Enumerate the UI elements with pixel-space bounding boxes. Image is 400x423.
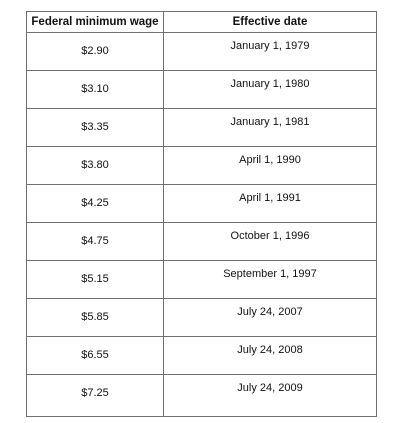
wage-cell: $5.85: [26, 298, 164, 337]
date-cell: January 1, 1980: [163, 70, 377, 109]
table-row: $3.35 January 1, 1981: [26, 108, 377, 147]
date-cell: July 24, 2008: [163, 336, 377, 375]
table-row: $3.80 April 1, 1990: [26, 146, 377, 185]
minimum-wage-table: Federal minimum wage Effective date $2.9…: [26, 11, 377, 417]
date-cell: July 24, 2007: [163, 298, 377, 337]
wage-cell: $3.35: [26, 108, 164, 147]
wage-cell: $3.10: [26, 70, 164, 109]
date-cell: September 1, 1997: [163, 260, 377, 299]
date-cell: October 1, 1996: [163, 222, 377, 261]
date-cell: January 1, 1979: [163, 32, 377, 71]
table-row: $6.55 July 24, 2008: [26, 336, 377, 375]
table-row: $5.15 September 1, 1997: [26, 260, 377, 299]
wage-cell: $4.75: [26, 222, 164, 261]
table-row: $3.10 January 1, 1980: [26, 70, 377, 109]
header-row: Federal minimum wage Effective date: [26, 11, 377, 33]
wage-cell: $3.80: [26, 146, 164, 185]
wage-cell: $5.15: [26, 260, 164, 299]
wage-cell: $4.25: [26, 184, 164, 223]
header-effective-date: Effective date: [163, 11, 377, 33]
date-cell: July 24, 2009: [163, 374, 377, 417]
table-row: $7.25 July 24, 2009: [26, 374, 377, 417]
wage-cell: $2.90: [26, 32, 164, 71]
date-cell: April 1, 1991: [163, 184, 377, 223]
table-row: $2.90 January 1, 1979: [26, 32, 377, 71]
wage-cell: $7.25: [26, 374, 164, 417]
date-cell: January 1, 1981: [163, 108, 377, 147]
table-row: $4.75 October 1, 1996: [26, 222, 377, 261]
header-federal-minimum-wage: Federal minimum wage: [26, 11, 164, 33]
table-row: $5.85 July 24, 2007: [26, 298, 377, 337]
wage-cell: $6.55: [26, 336, 164, 375]
date-cell: April 1, 1990: [163, 146, 377, 185]
table-row: $4.25 April 1, 1991: [26, 184, 377, 223]
